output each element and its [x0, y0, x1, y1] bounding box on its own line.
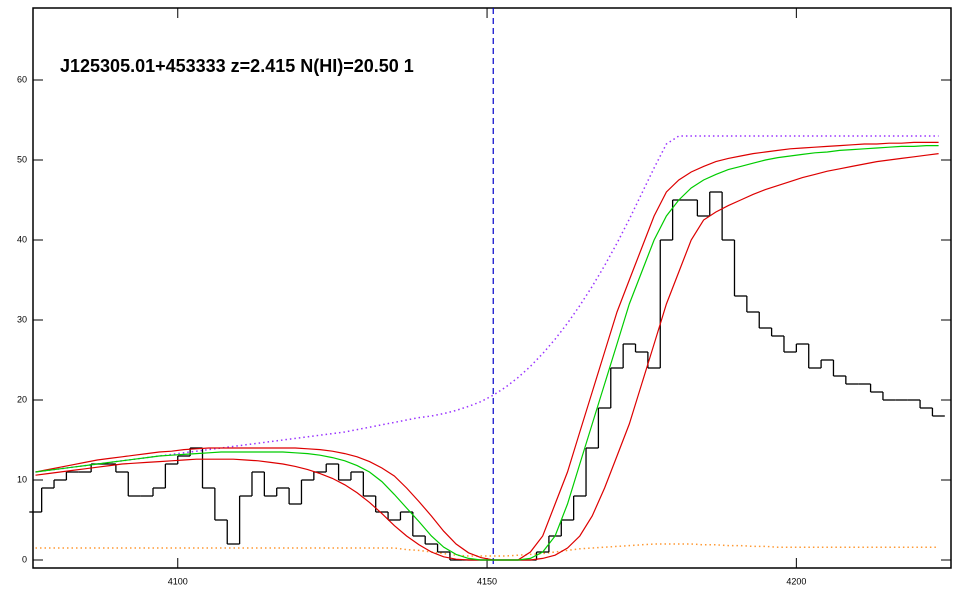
model-line — [35, 153, 939, 561]
y-tick-label: 40 — [17, 234, 27, 244]
dotted-line — [35, 135, 939, 473]
x-tick-label: 4150 — [477, 576, 497, 586]
y-tick-label: 10 — [17, 474, 27, 484]
dotted-line — [35, 543, 939, 557]
y-tick-label: 20 — [17, 394, 27, 404]
x-tick-label: 4100 — [168, 576, 188, 586]
model-line — [35, 145, 939, 561]
plot-frame — [32, 7, 952, 569]
y-tick-label: 60 — [17, 74, 27, 84]
model-line — [35, 141, 939, 561]
y-tick-label: 30 — [17, 314, 27, 324]
y-tick-label: 0 — [22, 554, 27, 564]
x-tick-label: 4200 — [786, 576, 806, 586]
annotation: J125305.01+453333 z=2.415 N(HI)=20.50 1 — [60, 56, 414, 76]
y-tick-label: 50 — [17, 154, 27, 164]
